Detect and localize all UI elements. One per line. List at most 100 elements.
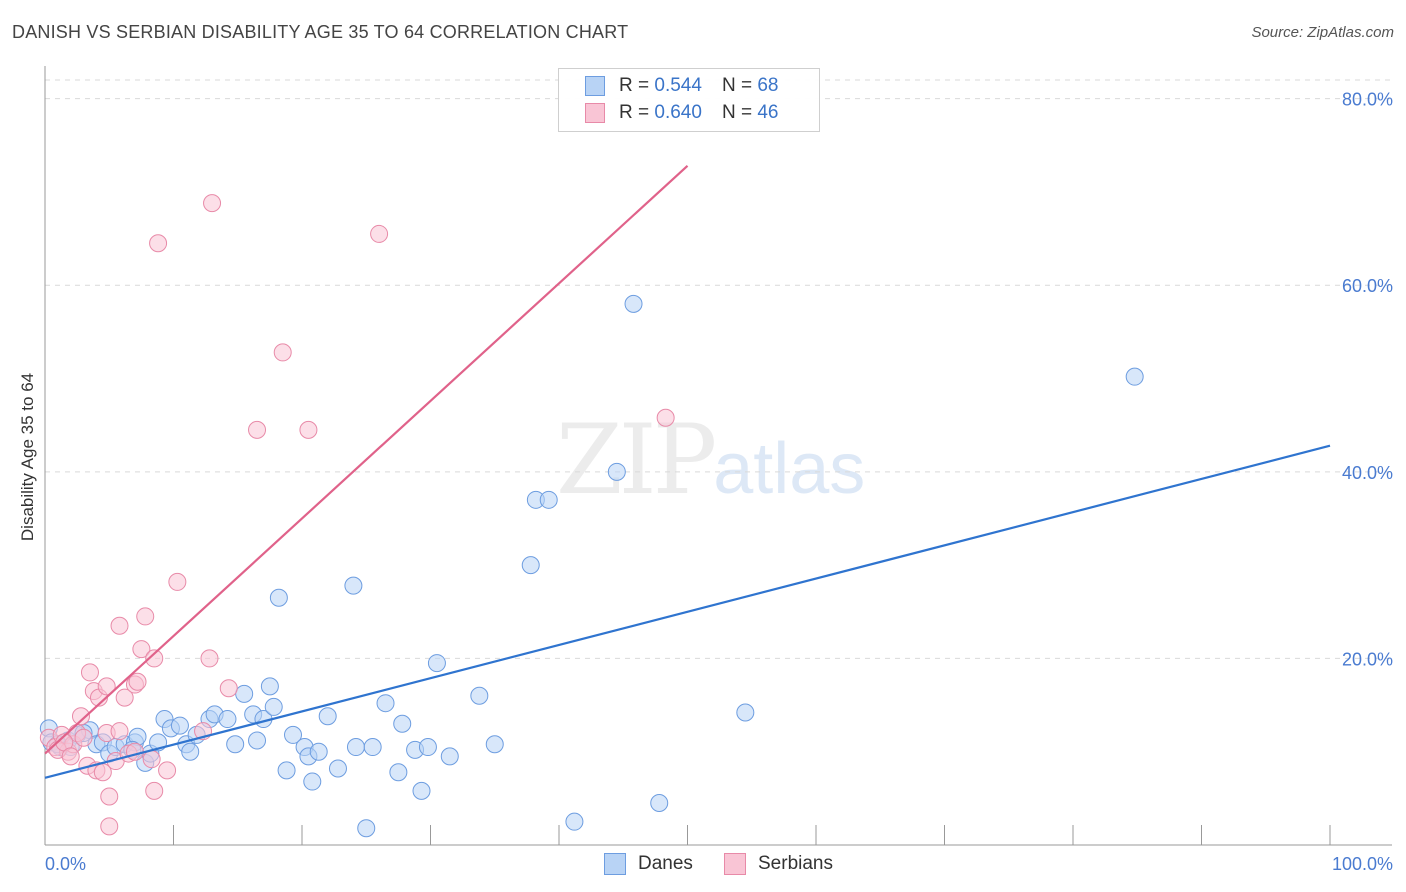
legend-label-danes: Danes	[638, 853, 693, 874]
legend-swatch-serbians	[724, 853, 746, 875]
point-serbians	[128, 672, 147, 691]
point-danes	[418, 738, 437, 757]
bottom-legend-serbians: Serbians	[724, 852, 833, 876]
point-serbians	[142, 750, 161, 769]
legend-swatch-serbians	[585, 103, 605, 123]
point-danes	[440, 747, 459, 766]
point-serbians	[125, 742, 144, 761]
point-danes	[607, 462, 626, 481]
legend-swatch-danes	[585, 76, 605, 96]
grid-layer	[45, 79, 1392, 659]
point-serbians	[149, 234, 168, 253]
point-danes	[181, 742, 200, 761]
legend-r-value: 0.640	[654, 102, 702, 123]
points-layer	[39, 194, 1144, 838]
point-danes	[485, 735, 504, 754]
legend-n-label: N =	[721, 102, 753, 123]
point-serbians	[656, 408, 675, 427]
point-danes	[277, 761, 296, 780]
point-serbians	[145, 781, 164, 800]
point-serbians	[299, 420, 318, 439]
point-danes	[624, 294, 643, 313]
point-danes	[376, 694, 395, 713]
point-danes	[284, 725, 303, 744]
point-serbians	[110, 616, 129, 635]
point-danes	[260, 677, 279, 696]
point-danes	[393, 714, 412, 733]
legend-label-serbians: Serbians	[758, 853, 833, 874]
point-serbians	[203, 194, 222, 213]
point-serbians	[110, 722, 129, 741]
axis-layer	[44, 66, 1392, 846]
point-danes	[389, 763, 408, 782]
point-serbians	[273, 343, 292, 362]
point-danes	[309, 742, 328, 761]
point-danes	[328, 759, 347, 778]
point-danes	[427, 654, 446, 673]
point-serbians	[97, 677, 116, 696]
point-serbians	[100, 817, 119, 836]
y-tick-label: 80.0%	[1342, 90, 1393, 110]
watermark-zip: ZIP	[556, 404, 717, 516]
point-danes	[539, 490, 558, 509]
legend-n-label: N =	[721, 75, 753, 96]
trend-line-danes	[44, 444, 1331, 779]
legend-n-value: 68	[757, 75, 779, 96]
chart-source: Source: ZipAtlas.com	[1251, 24, 1394, 41]
point-serbians	[200, 649, 219, 668]
legend-swatch-danes	[604, 853, 626, 875]
point-danes	[1125, 367, 1144, 386]
x-tick-label: 0.0%	[45, 854, 86, 874]
legend-row-serbians: R = 0.640 N = 46	[585, 102, 778, 124]
point-danes	[235, 684, 254, 703]
point-danes	[346, 738, 365, 757]
point-serbians	[168, 572, 187, 591]
point-danes	[170, 716, 189, 735]
point-danes	[248, 731, 267, 750]
legend-r-label: R =	[619, 102, 650, 123]
point-serbians	[71, 707, 90, 726]
point-serbians	[248, 420, 267, 439]
point-danes	[344, 576, 363, 595]
point-danes	[218, 710, 237, 729]
point-serbians	[132, 640, 151, 659]
point-serbians	[80, 663, 99, 682]
point-danes	[412, 781, 431, 800]
point-serbians	[100, 787, 119, 806]
y-axis-label: Disability Age 35 to 64	[18, 373, 37, 541]
label-layer: 20.0% 40.0% 60.0% 80.0% 0.0% 100.0% Disability…	[18, 90, 1393, 874]
point-danes	[736, 703, 755, 722]
point-serbians	[136, 607, 155, 626]
point-danes	[363, 738, 382, 757]
trend-line-serbians	[44, 165, 689, 755]
point-danes	[521, 556, 540, 575]
correlation-legend: R = 0.544 N = 68 R = 0.640 N = 46	[558, 68, 820, 132]
watermark: ZIPatlas	[556, 404, 865, 516]
point-danes	[470, 686, 489, 705]
bottom-legend-danes: Danes	[604, 852, 693, 876]
point-danes	[264, 697, 283, 716]
point-danes	[269, 588, 288, 607]
point-serbians	[219, 679, 238, 698]
point-danes	[565, 812, 584, 831]
point-serbians	[370, 224, 389, 243]
point-serbians	[115, 688, 134, 707]
point-danes	[650, 794, 669, 813]
point-danes	[226, 735, 245, 754]
chart-title: DANISH VS SERBIAN DISABILITY AGE 35 TO 6…	[12, 22, 629, 42]
point-danes	[318, 707, 337, 726]
y-tick-label: 20.0%	[1342, 649, 1393, 669]
watermark-atlas: atlas	[713, 429, 866, 509]
point-serbians	[158, 761, 177, 780]
y-tick-label: 40.0%	[1342, 463, 1393, 483]
legend-n-value: 46	[757, 102, 779, 123]
x-tick-label: 100.0%	[1332, 854, 1393, 874]
trend-layer	[44, 165, 1331, 779]
legend-r-value: 0.544	[654, 75, 702, 96]
y-tick-label: 60.0%	[1342, 276, 1393, 296]
point-serbians	[145, 649, 164, 668]
point-danes	[303, 772, 322, 791]
legend-row-danes: R = 0.544 N = 68	[585, 75, 778, 97]
point-serbians	[74, 728, 93, 747]
